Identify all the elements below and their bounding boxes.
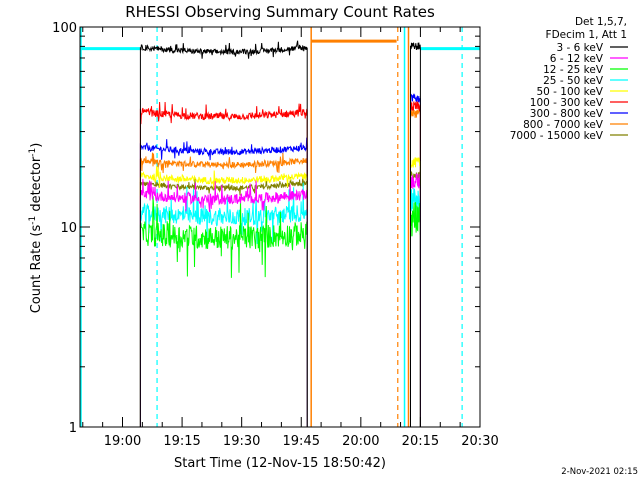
legend-item: 7000 - 15000 keV — [510, 130, 628, 142]
chart-title: RHESSI Observing Summary Count Rates — [125, 3, 435, 21]
legend-item: 12 - 25 keV — [543, 64, 628, 76]
y-tick-label: 1 — [69, 421, 77, 436]
x-axis-label: Start Time (12-Nov-15 18:50:42) — [174, 456, 386, 471]
x-tick-label: 19:45 — [283, 434, 320, 449]
series-line-3-6-kev-obs1 — [139, 40, 308, 427]
series-line-300-800-kev-obs2 — [410, 93, 421, 427]
series-line-100-300-kev-obs2 — [410, 101, 421, 427]
x-tick-label: 19:30 — [223, 434, 260, 449]
series-line-50-100-kev-obs2 — [410, 157, 421, 427]
x-tick-label: 20:15 — [402, 434, 439, 449]
x-tick-label: 20:30 — [461, 434, 498, 449]
footer-timestamp: 2-Nov-2021 02:15 — [561, 467, 638, 477]
legend-item: 6 - 12 keV — [550, 53, 628, 65]
series-line-3-6-kev-obs2 — [410, 42, 421, 427]
y-axis-label-sup2: -1 — [28, 148, 38, 157]
legend-header-line-2: FDecim 1, Att 1 — [546, 29, 627, 41]
series-line-50-100-kev-obs1 — [139, 166, 308, 427]
y-axis-label-sup1: -1 — [28, 216, 38, 225]
series-line-12-25-kev-obs2 — [410, 202, 421, 427]
legend-label: 7000 - 15000 keV — [510, 130, 604, 142]
series-line-12-25-kev-obs1 — [139, 196, 308, 427]
y-axis-label: Count Rate (s-1 detector-1) — [28, 143, 44, 314]
legend-label: 6 - 12 keV — [550, 53, 604, 65]
legend-label: 25 - 50 keV — [543, 75, 604, 87]
x-tick-label: 19:00 — [104, 434, 141, 449]
legend-label: 12 - 25 keV — [543, 64, 604, 76]
legend-label: 300 - 800 keV — [530, 108, 604, 120]
legend-item: 100 - 300 keV — [530, 97, 628, 109]
legend-header-line-1: Det 1,5,7, — [575, 16, 627, 28]
y-tick-label: 100 — [52, 21, 77, 36]
y-axis-label-main: Count Rate (s — [29, 225, 44, 314]
x-tick-label: 20:00 — [342, 434, 379, 449]
legend-label: 800 - 7000 keV — [523, 119, 604, 131]
legend-label: 50 - 100 keV — [536, 86, 603, 98]
legend-item: 800 - 7000 keV — [523, 119, 628, 131]
series-line-800-7000-kev-obs2 — [410, 108, 421, 427]
legend-item: 25 - 50 keV — [543, 75, 628, 87]
legend-item: 300 - 800 keV — [530, 108, 628, 120]
y-axis-label-end: ) — [29, 143, 44, 148]
legend-label: 100 - 300 keV — [530, 97, 604, 109]
legend-label: 3 - 6 keV — [556, 42, 603, 54]
series-line-300-800-kev-obs1 — [139, 137, 308, 427]
series-line-25-50-kev-obs1 — [139, 182, 308, 427]
plot-area: 19:00 19:15 19:30 19:45 20:00 20:15 20:30 1 10 10… — [52, 21, 499, 449]
series-line-800-7000-kev-obs1 — [139, 152, 308, 427]
x-tick-label: 19:15 — [163, 434, 200, 449]
legend-item: 50 - 100 keV — [536, 86, 628, 98]
y-tick-label: 10 — [60, 221, 77, 236]
series-line-6-12-kev-obs2 — [410, 173, 421, 427]
series-line-6-12-kev-obs1 — [139, 178, 308, 427]
y-axis-label-mid: detector — [29, 156, 44, 216]
legend-item: 3 - 6 keV — [556, 42, 628, 54]
series-line-100-300-kev-obs1 — [139, 101, 308, 427]
